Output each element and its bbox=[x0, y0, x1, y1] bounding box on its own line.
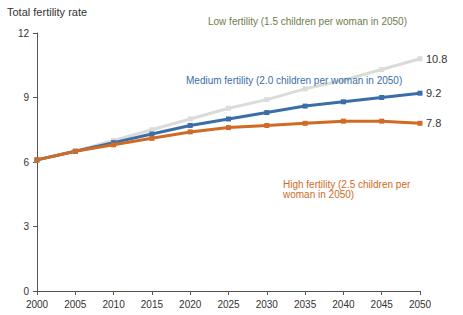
svg-text:9: 9 bbox=[23, 92, 29, 103]
svg-text:Low fertility (1.5 children pe: Low fertility (1.5 children per woman in… bbox=[208, 16, 407, 27]
svg-text:2015: 2015 bbox=[141, 299, 164, 310]
svg-text:High fertility (2.5 children p: High fertility (2.5 children per bbox=[283, 178, 414, 190]
svg-text:12: 12 bbox=[18, 28, 30, 39]
svg-text:2050: 2050 bbox=[409, 299, 432, 310]
svg-text:Total fertility rate: Total fertility rate bbox=[7, 6, 87, 18]
svg-text:woman in 2050): woman in 2050) bbox=[282, 189, 354, 200]
svg-text:2025: 2025 bbox=[217, 299, 240, 310]
svg-text:2030: 2030 bbox=[256, 299, 279, 310]
svg-text:2045: 2045 bbox=[371, 299, 394, 310]
svg-text:Medium fertility (2.0 children: Medium fertility (2.0 children per woman… bbox=[186, 75, 402, 86]
svg-text:2040: 2040 bbox=[332, 299, 355, 310]
svg-text:6: 6 bbox=[23, 157, 29, 168]
svg-text:2000: 2000 bbox=[26, 299, 49, 310]
svg-text:10.8: 10.8 bbox=[426, 53, 447, 65]
svg-text:9.2: 9.2 bbox=[426, 87, 441, 99]
svg-text:2020: 2020 bbox=[179, 299, 202, 310]
svg-text:3: 3 bbox=[23, 221, 29, 232]
svg-text:0: 0 bbox=[23, 286, 29, 297]
svg-text:7.8: 7.8 bbox=[426, 117, 441, 129]
svg-text:2005: 2005 bbox=[64, 299, 87, 310]
svg-text:2035: 2035 bbox=[294, 299, 317, 310]
svg-text:2010: 2010 bbox=[102, 299, 125, 310]
